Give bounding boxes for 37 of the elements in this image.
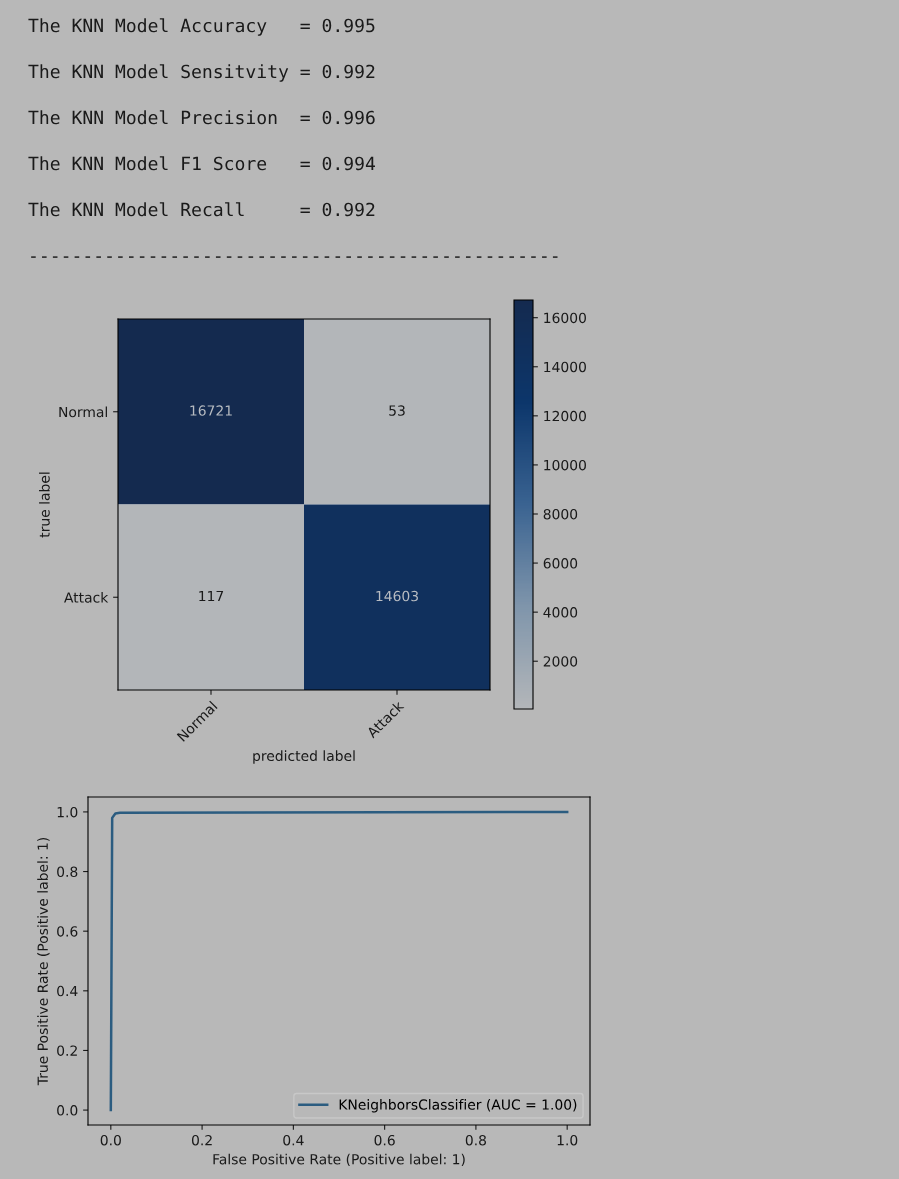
x-tick-label: 0.8 [465,1134,486,1146]
x-axis-title: False Positive Rate (Positive label: 1) [213,1153,465,1167]
color-bar-label: 8000 [543,508,578,520]
x-tick-label: 0.0 [100,1134,121,1146]
legend-label: KNeighborsClassifier (AUC = 1.00) [339,1099,577,1113]
text: The KNN Model Sensitvity = 0.992 [28,64,375,82]
data-label: 16721 [190,405,232,416]
text: The KNN Model F1 Score = 0.994 [28,156,375,171]
color-bar-label: 16000 [544,312,586,324]
color-bar-label: 14000 [544,361,586,373]
y-tick-label: 0.0 [57,1105,78,1116]
color-bar-label: 6000 [543,558,578,569]
color-bar-label: 12000 [544,410,586,422]
y-tick-label: 0.6 [57,926,78,937]
y-tick-label: 1.0 [57,806,78,818]
color-bar-label: 2000 [543,656,578,667]
x-tick-label: 0.4 [283,1134,304,1146]
x-tick-label: 1.0 [557,1134,578,1146]
color-bar-label: 4000 [543,607,578,618]
y-axis-title: True Positive Rate (Positive label: 1) [37,837,50,1086]
x-axis-title: predicted label [253,750,355,764]
x-tick-label: 0.6 [374,1134,395,1146]
y-tick-label: Attack [64,591,109,603]
data-label: 53 [389,405,405,416]
y-tick-label: Normal [59,406,107,418]
text: ------------------------------------------------- [31,256,558,258]
text: The KNN Model Precision = 0.996 [28,110,375,125]
text: The KNN Model Recall = 0.992 [28,202,375,217]
color-bar-label: 10000 [544,459,586,471]
data-label: 117 [199,590,224,602]
y-tick-label: 0.4 [57,985,78,997]
text: The KNN Model Accuracy = 0.995 [28,18,375,36]
y-tick-label: 0.8 [57,866,78,878]
y-tick-label: 0.2 [57,1045,77,1056]
data-label: 14603 [376,590,418,602]
x-tick-label: 0.2 [191,1134,212,1146]
y-axis-title: true label [39,472,50,538]
